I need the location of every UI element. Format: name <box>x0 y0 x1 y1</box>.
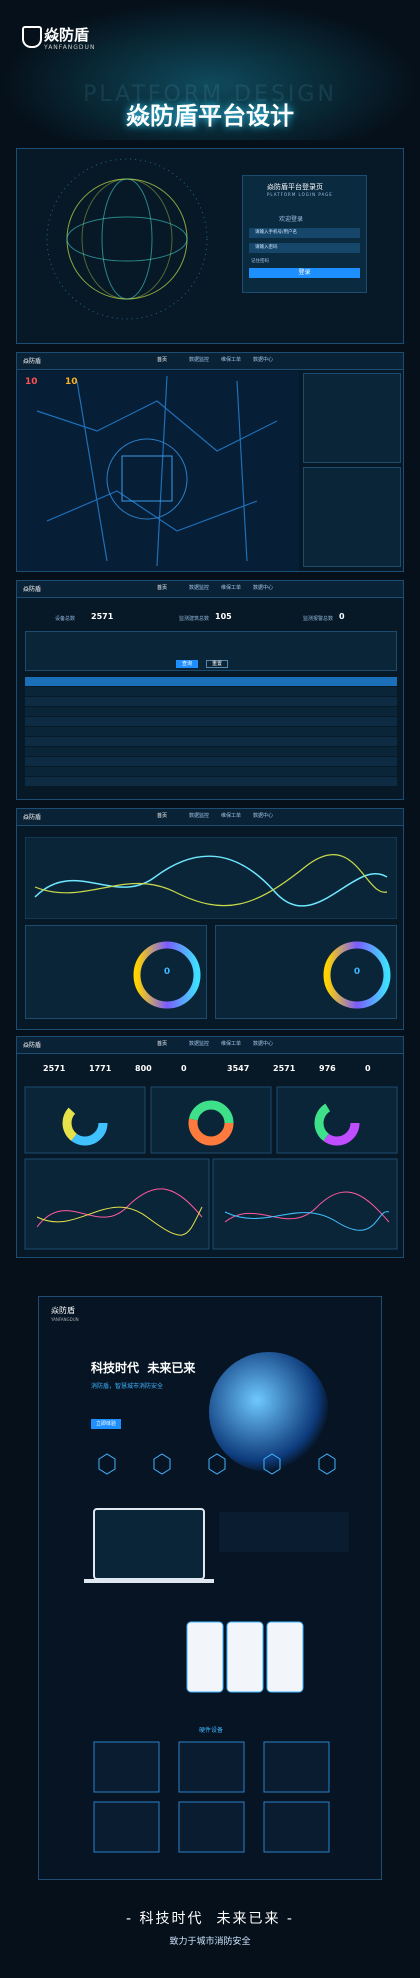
filter-box: 查询 重置 <box>25 631 397 671</box>
stat-value: 0 <box>365 1064 371 1073</box>
login-button[interactable]: 登录 <box>249 268 360 278</box>
website: 焱防盾 YANFANGDUN 科技时代 未来已来 消防盾，智慧城市消防安全 立即… <box>38 1296 382 1880</box>
data-table <box>25 677 397 789</box>
logo: 焱防盾 <box>23 586 42 593</box>
top-bar: 焱防盾 首页 数据监控 维保工单 数据中心 <box>17 353 403 370</box>
table-row <box>25 707 397 716</box>
nav-item[interactable]: 数据监控 <box>189 1041 210 1047</box>
site-logo: 焱防盾 <box>51 1306 75 1315</box>
nav-item[interactable]: 首页 <box>157 357 168 363</box>
site-decor <box>84 1453 349 1853</box>
stat-value: 800 <box>135 1064 152 1073</box>
stat-value: 0 <box>181 1064 187 1073</box>
nav-item[interactable]: 数据中心 <box>253 813 274 819</box>
hero-tagline: 消防盾，智慧城市消防安全 <box>91 1383 164 1390</box>
login-panel: 焱防盾平台登录页 PLATFORM LOGIN PAGE 欢迎登录 请输入手机号… <box>16 148 404 344</box>
stat-value: 976 <box>319 1064 336 1073</box>
nav-item[interactable]: 数据中心 <box>253 1041 274 1047</box>
nav-item[interactable]: 数据监控 <box>189 357 210 363</box>
stat-value: 3547 <box>227 1064 250 1073</box>
map-panel: 焱防盾 首页 数据监控 维保工单 数据中心 10 10 <box>16 352 404 572</box>
table-row <box>25 777 397 786</box>
nav-item[interactable]: 维保工单 <box>221 357 242 363</box>
remember[interactable]: 记住密码 <box>251 259 269 264</box>
side-panel <box>303 373 401 463</box>
nav-item[interactable]: 首页 <box>157 1041 168 1047</box>
footer-slogan: - 科技时代 未来已来 - <box>126 1911 294 1927</box>
nav-item[interactable]: 数据监控 <box>189 585 210 591</box>
donuts <box>133 941 391 1009</box>
nav-item[interactable]: 数据中心 <box>253 357 274 363</box>
nav-item[interactable]: 维保工单 <box>221 1041 242 1047</box>
side-panel <box>303 467 401 567</box>
logo-icon <box>22 26 42 48</box>
login-subtitle: PLATFORM LOGIN PAGE <box>267 192 333 197</box>
top-bar: 焱防盾 首页 数据监控 维保工单 数据中心 <box>17 809 403 826</box>
stat-value: 2571 <box>91 612 114 621</box>
overview-charts <box>24 1086 398 1250</box>
logo-sub: YANFANGDUN <box>44 44 96 51</box>
stat-value: 1771 <box>89 1064 112 1073</box>
table-row <box>25 747 397 756</box>
stat-value: 10 <box>65 377 78 387</box>
nav-item[interactable]: 维保工单 <box>221 813 242 819</box>
table-row <box>25 727 397 736</box>
hero-globe <box>209 1352 329 1472</box>
logo: 焱防盾 <box>23 358 42 365</box>
nav-item[interactable]: 数据中心 <box>253 585 274 591</box>
stat-value: 2571 <box>43 1064 66 1073</box>
map <box>17 371 299 571</box>
hero-button[interactable]: 立即体验 <box>91 1419 121 1429</box>
login-box: 焱防盾平台登录页 PLATFORM LOGIN PAGE 欢迎登录 请输入手机号… <box>242 175 367 293</box>
stat-label: 监测报警总数 <box>303 616 334 622</box>
stats-row: 设备总数 2571 监测建筑总数 105 监测报警总数 0 <box>25 611 397 625</box>
nav-item[interactable]: 数据监控 <box>189 813 210 819</box>
fault-stat: 10 <box>65 377 78 387</box>
stat-value: 105 <box>215 612 232 621</box>
table-row <box>25 677 397 686</box>
table-panel: 焱防盾 首页 数据监控 维保工单 数据中心 设备总数 2571 监测建筑总数 105 监测报警总… <box>16 580 404 800</box>
welcome: 欢迎登录 <box>279 216 304 223</box>
section-title: 硬件设备 <box>198 1727 223 1734</box>
password-input[interactable]: 请输入密码 <box>249 243 360 253</box>
nav-item[interactable]: 维保工单 <box>221 585 242 591</box>
table-row <box>25 767 397 776</box>
watermark: PLATFORM DESIGN <box>83 82 337 107</box>
table-row <box>25 737 397 746</box>
stat-value: 2571 <box>273 1064 296 1073</box>
stat-value: 0 <box>339 612 345 621</box>
reset-button[interactable]: 重置 <box>206 660 228 668</box>
donut-value: 0 <box>163 967 171 977</box>
overview-panel: 焱防盾 首页 数据监控 维保工单 数据中心 2571 1771 800 0 3547 2571 97… <box>16 1036 404 1258</box>
stat-label: 设备总数 <box>55 616 76 622</box>
login-title: 焱防盾平台登录页 <box>267 183 323 191</box>
wave-chart <box>25 837 397 919</box>
logo: 焱防盾 <box>44 26 90 44</box>
stat-value: 10 <box>25 377 38 387</box>
logo: 焱防盾 <box>23 1042 42 1049</box>
hero-slogan: 科技时代 未来已来 <box>91 1361 196 1375</box>
query-button[interactable]: 查询 <box>176 660 198 668</box>
alarm-stat: 10 <box>25 377 38 387</box>
nav-item[interactable]: 首页 <box>157 813 168 819</box>
title: 焱防盾平台设计 <box>126 102 294 130</box>
username-input[interactable]: 请输入手机号/用户名 <box>249 228 360 238</box>
site-logo-sub: YANFANGDUN <box>51 1317 79 1322</box>
logo: 焱防盾 <box>23 814 42 821</box>
top-bar: 焱防盾 首页 数据监控 维保工单 数据中心 <box>17 1037 403 1054</box>
charts-panel: 焱防盾 首页 数据监控 维保工单 数据中心 0 0 <box>16 808 404 1030</box>
stat-label: 监测建筑总数 <box>179 616 210 622</box>
table-row <box>25 717 397 726</box>
table-row <box>25 757 397 766</box>
donut-value: 0 <box>353 967 361 977</box>
table-row <box>25 687 397 696</box>
top-bar: 焱防盾 首页 数据监控 维保工单 数据中心 <box>17 581 403 598</box>
nav-item[interactable]: 首页 <box>157 585 168 591</box>
header: 焱防盾 YANFANGDUN PLATFORM DESIGN 焱防盾平台设计 <box>0 0 420 140</box>
footer-tagline: 致力于城市消防安全 <box>169 1937 251 1947</box>
table-row <box>25 697 397 706</box>
stats-row: 2571 1771 800 0 3547 2571 976 0 <box>25 1063 397 1077</box>
globe <box>46 158 208 320</box>
